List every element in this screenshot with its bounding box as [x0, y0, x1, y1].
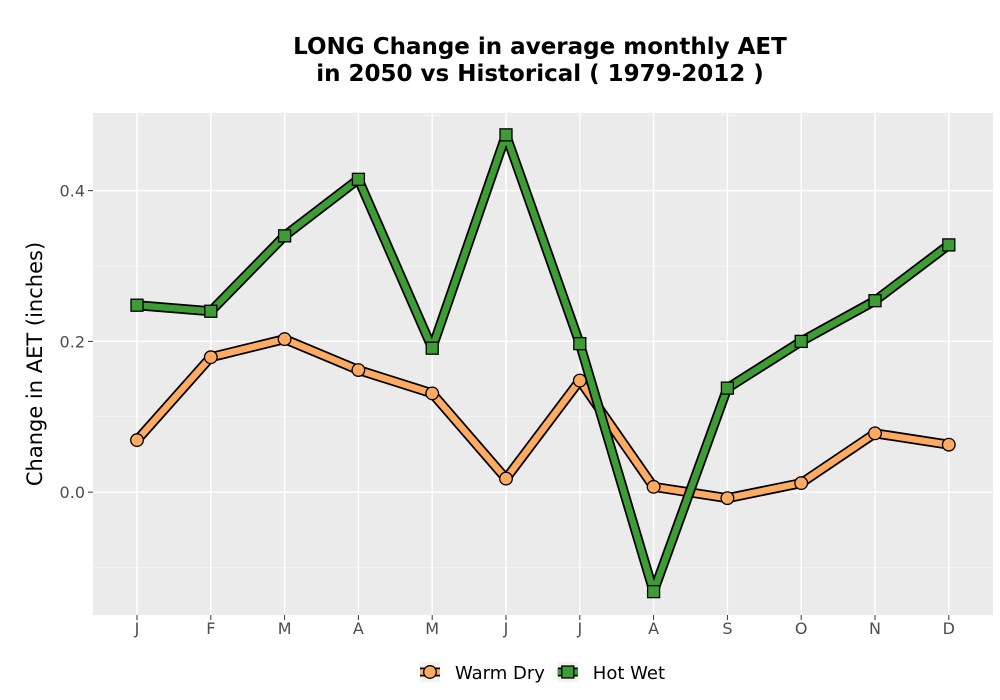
- x-tick-label: J: [134, 619, 140, 638]
- x-tick-label: M: [278, 619, 292, 638]
- x-tick-label: F: [206, 619, 215, 638]
- data-point-warm-dry: [277, 332, 292, 347]
- series-layer: [130, 128, 956, 599]
- series-line-warm-dry: [134, 335, 950, 502]
- data-point-warm-dry: [794, 476, 809, 491]
- data-point-warm-dry: [868, 426, 882, 441]
- data-point-hot-wet: [794, 334, 808, 349]
- chart-title-line-2: in 2050 vs Historical ( 1979-2012 ): [316, 61, 763, 87]
- y-axis-title: Change in AET (inches): [23, 242, 47, 486]
- data-point-hot-wet: [573, 336, 587, 351]
- data-point-warm-dry: [720, 491, 735, 506]
- legend-key-warm-dry: [420, 662, 440, 682]
- x-tick-label: S: [722, 619, 732, 638]
- x-tick-label: D: [943, 619, 955, 638]
- legend-key-hot-wet: [557, 662, 578, 682]
- legend-marker: [561, 665, 575, 679]
- data-point-warm-dry: [425, 386, 440, 401]
- data-point-hot-wet: [204, 304, 218, 318]
- y-tick-label: 0.2: [60, 332, 85, 351]
- x-tick-label: A: [648, 619, 659, 638]
- chart-title-line-1: LONG Change in average monthly AET: [293, 34, 787, 60]
- legend-label-hot-wet: Hot Wet: [593, 663, 665, 684]
- y-axis: 0.0 0.2 0.4: [60, 182, 93, 502]
- x-tick-label: J: [576, 619, 582, 638]
- data-point-warm-dry: [351, 363, 366, 377]
- legend-marker: [423, 665, 437, 679]
- series-line-hot-wet: [136, 131, 951, 595]
- plot-panel: [93, 113, 993, 615]
- data-point-hot-wet: [646, 584, 661, 599]
- data-point-hot-wet: [942, 238, 956, 252]
- legend-label-warm-dry: Warm Dry: [455, 663, 545, 684]
- y-tick-label: 0.0: [60, 483, 85, 502]
- data-point-warm-dry: [941, 437, 956, 452]
- data-point-warm-dry: [572, 373, 587, 388]
- y-tick-label: 0.4: [60, 182, 85, 201]
- data-point-warm-dry: [646, 479, 661, 494]
- data-point-hot-wet: [277, 229, 292, 243]
- x-tick-label: M: [425, 619, 439, 638]
- data-point-hot-wet: [720, 381, 735, 395]
- data-point-warm-dry: [130, 433, 144, 448]
- legend: Warm Dry Hot Wet: [420, 662, 665, 684]
- data-point-warm-dry: [499, 471, 513, 486]
- data-point-hot-wet: [499, 128, 513, 142]
- x-tick-label: O: [795, 619, 808, 638]
- grid-lines: [93, 113, 993, 615]
- data-point-hot-wet: [351, 172, 366, 186]
- data-point-hot-wet: [425, 341, 439, 355]
- x-tick-label: J: [503, 619, 509, 638]
- x-tick-label: A: [353, 619, 364, 638]
- data-point-hot-wet: [130, 298, 144, 312]
- data-point-warm-dry: [203, 350, 218, 365]
- x-tick-label: N: [869, 619, 881, 638]
- data-point-hot-wet: [868, 294, 882, 308]
